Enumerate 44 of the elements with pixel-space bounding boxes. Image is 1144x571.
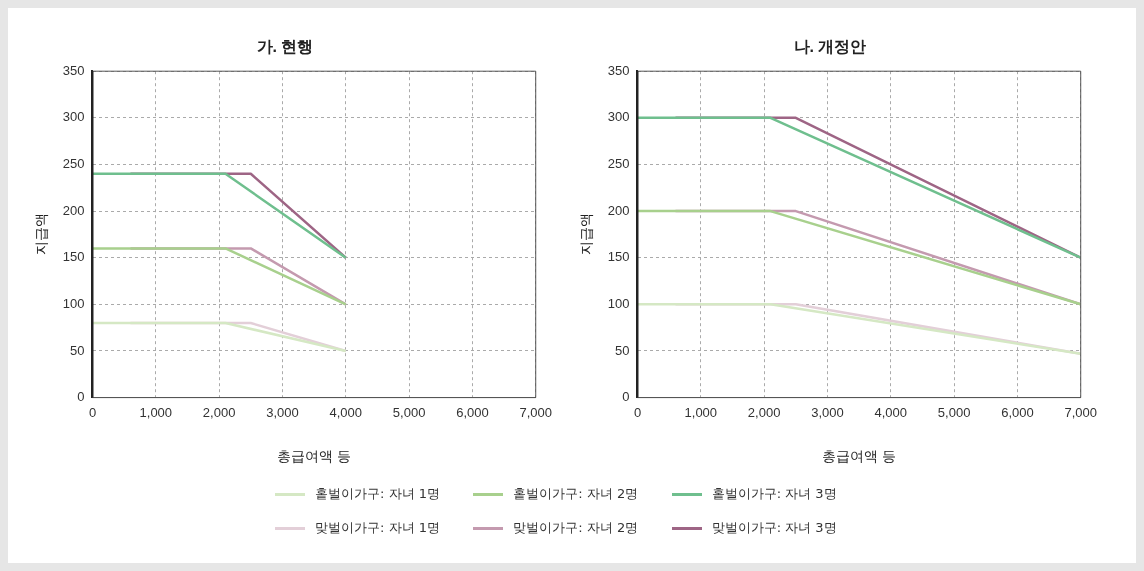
y-tick-label: 250 [62,156,85,172]
y-tick-label: 300 [62,109,85,125]
x-tick-label: 6,000 [456,404,489,420]
legend-label: 홑벌이가구: 자녀 1명 [315,485,440,503]
x-axis-title: 총급여액 등 [822,448,897,465]
y-tick-label: 0 [77,389,85,405]
legend-label: 홑벌이가구: 자녀 2명 [513,485,639,503]
chart-title: 가. 현행 [256,38,314,56]
x-tick-label: 4,000 [329,404,363,420]
y-tick-label: 50 [70,342,85,358]
x-tick-label: 1,000 [139,404,173,420]
x-tick-label: 0 [633,404,642,420]
y-tick-label: 150 [607,249,630,265]
x-tick-label: 2,000 [202,404,236,420]
legend-label: 홑벌이가구: 자녀 3명 [711,485,837,503]
x-tick-label: 3,000 [266,404,299,420]
y-tick-label: 350 [607,62,630,78]
y-tick-label: 0 [622,389,630,405]
y-tick-label: 350 [62,62,85,78]
y-axis-title: 지급액 [33,213,50,256]
y-tick-label: 200 [62,202,85,218]
y-tick-label: 100 [607,295,630,311]
y-tick-label: 50 [615,342,630,358]
x-tick-label: 4,000 [874,404,908,420]
y-tick-label: 100 [62,295,85,311]
legend-label: 맞벌이가구: 자녀 2명 [513,519,639,537]
legend-label: 맞벌이가구: 자녀 1명 [315,519,440,537]
chart-title: 나. 개정안 [793,38,867,56]
x-tick-label: 2,000 [747,404,781,420]
x-tick-label: 7,000 [519,404,553,420]
x-tick-label: 1,000 [684,404,718,420]
x-axis-title: 총급여액 등 [277,448,352,465]
y-tick-label: 300 [607,109,630,125]
y-tick-label: 200 [607,202,630,218]
x-tick-label: 5,000 [392,404,426,420]
x-tick-label: 0 [88,404,97,420]
x-tick-label: 3,000 [811,404,844,420]
x-tick-label: 7,000 [1064,404,1098,420]
legend-label: 맞벌이가구: 자녀 3명 [711,519,837,537]
x-tick-label: 6,000 [1001,404,1034,420]
y-tick-label: 250 [607,156,630,172]
y-axis-title: 지급액 [578,213,595,256]
x-tick-label: 5,000 [937,404,971,420]
y-tick-label: 150 [62,249,85,265]
